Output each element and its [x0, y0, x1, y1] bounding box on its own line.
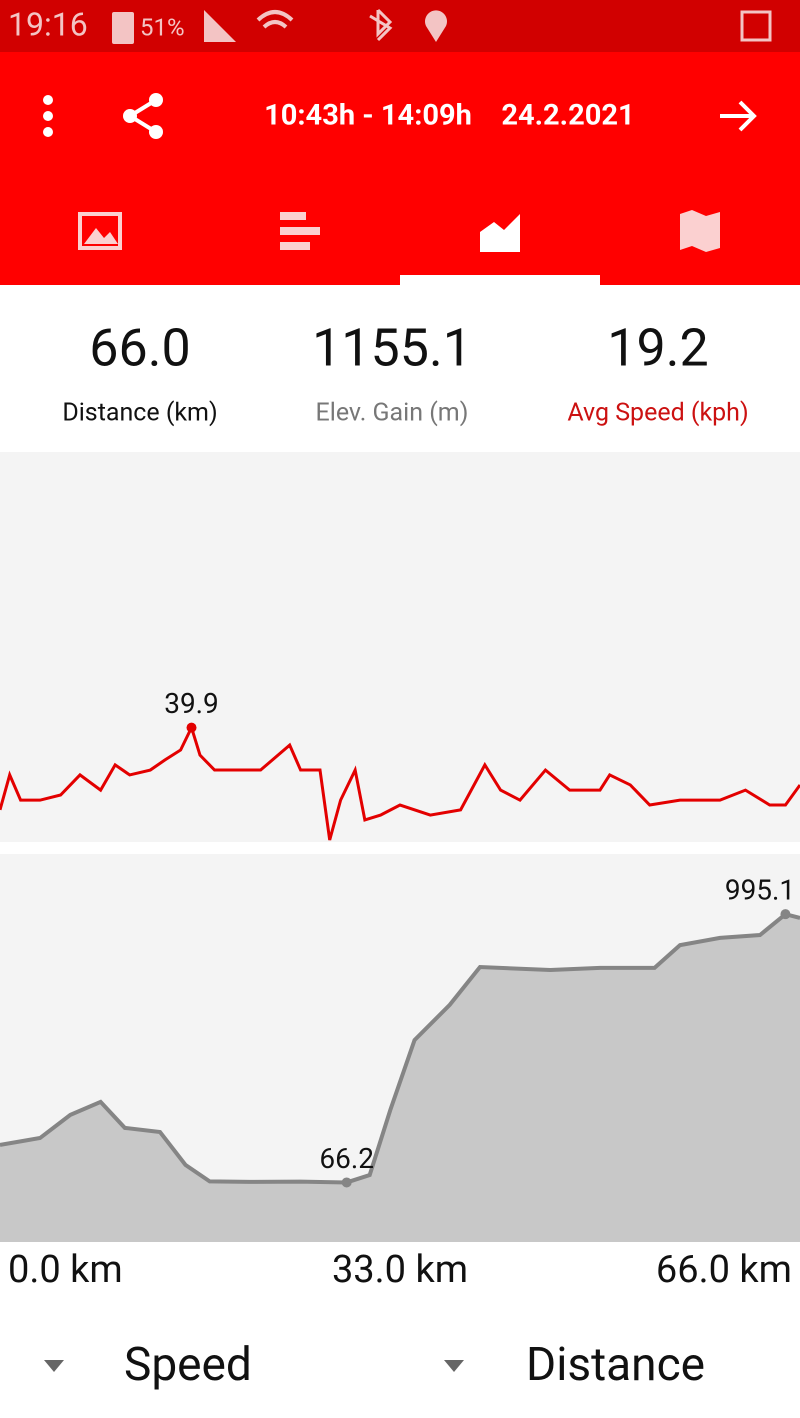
- charts: 39.9 66.2 995.1 0.0 km 33.0 km 66.0 km: [0, 687, 800, 1292]
- min-marker: [341, 1177, 352, 1188]
- max-marker: [186, 722, 197, 733]
- x-tick-label: 66.0 km: [656, 1248, 792, 1292]
- photo-tab[interactable]: [78, 212, 122, 250]
- app-bar: [0, 52, 800, 285]
- dropdown-arrow[interactable]: [444, 1360, 464, 1372]
- bluetooth-icon: [369, 8, 393, 42]
- battery-level: 51%: [140, 13, 185, 41]
- status-time: 19:16: [8, 5, 88, 43]
- stats-tab[interactable]: [280, 212, 320, 250]
- stat-label: Avg Speed (kph): [567, 399, 748, 428]
- share-button[interactable]: [123, 93, 163, 139]
- max-label: 39.9: [164, 687, 219, 720]
- speed-line: [0, 723, 800, 841]
- stats: 66.0 Distance (km) 1155.1 Elev. Gain (m) 19.…: [62, 318, 748, 428]
- stat-value: 1155.1: [312, 318, 472, 379]
- x-metric-selector[interactable]: Distance: [526, 1338, 705, 1392]
- location-icon: [425, 10, 447, 42]
- stat-label: Elev. Gain (m): [316, 399, 469, 428]
- gallery-icon: [740, 10, 772, 42]
- x-tick-label: 0.0 km: [8, 1248, 123, 1292]
- stat-label: Distance (km): [62, 399, 217, 428]
- y-metric-selector[interactable]: Speed: [124, 1338, 252, 1392]
- next-button[interactable]: [720, 100, 757, 132]
- elevation-area: [0, 914, 800, 1242]
- speed-chart-bg: [0, 452, 800, 842]
- stat-value: 19.2: [607, 318, 708, 379]
- menu-button[interactable]: [43, 95, 53, 137]
- max-marker: [780, 909, 791, 920]
- dropdown-arrow[interactable]: [44, 1360, 64, 1372]
- signal-icon: [204, 10, 236, 42]
- battery-icon: [112, 12, 134, 44]
- wifi-icon: [256, 10, 294, 29]
- elevation-line: [0, 911, 800, 1185]
- date: 24.2.2021: [501, 99, 634, 133]
- stat-value: 66.0: [89, 318, 190, 379]
- chart-tab[interactable]: [480, 214, 520, 252]
- map-tab[interactable]: [680, 210, 720, 252]
- x-tick-label: 33.0 km: [332, 1248, 468, 1292]
- max-label: 995.1: [725, 874, 795, 907]
- tab-indicator: [400, 275, 600, 285]
- time-range: 10:43h - 14:09h: [264, 99, 472, 133]
- min-label: 66.2: [319, 1142, 374, 1175]
